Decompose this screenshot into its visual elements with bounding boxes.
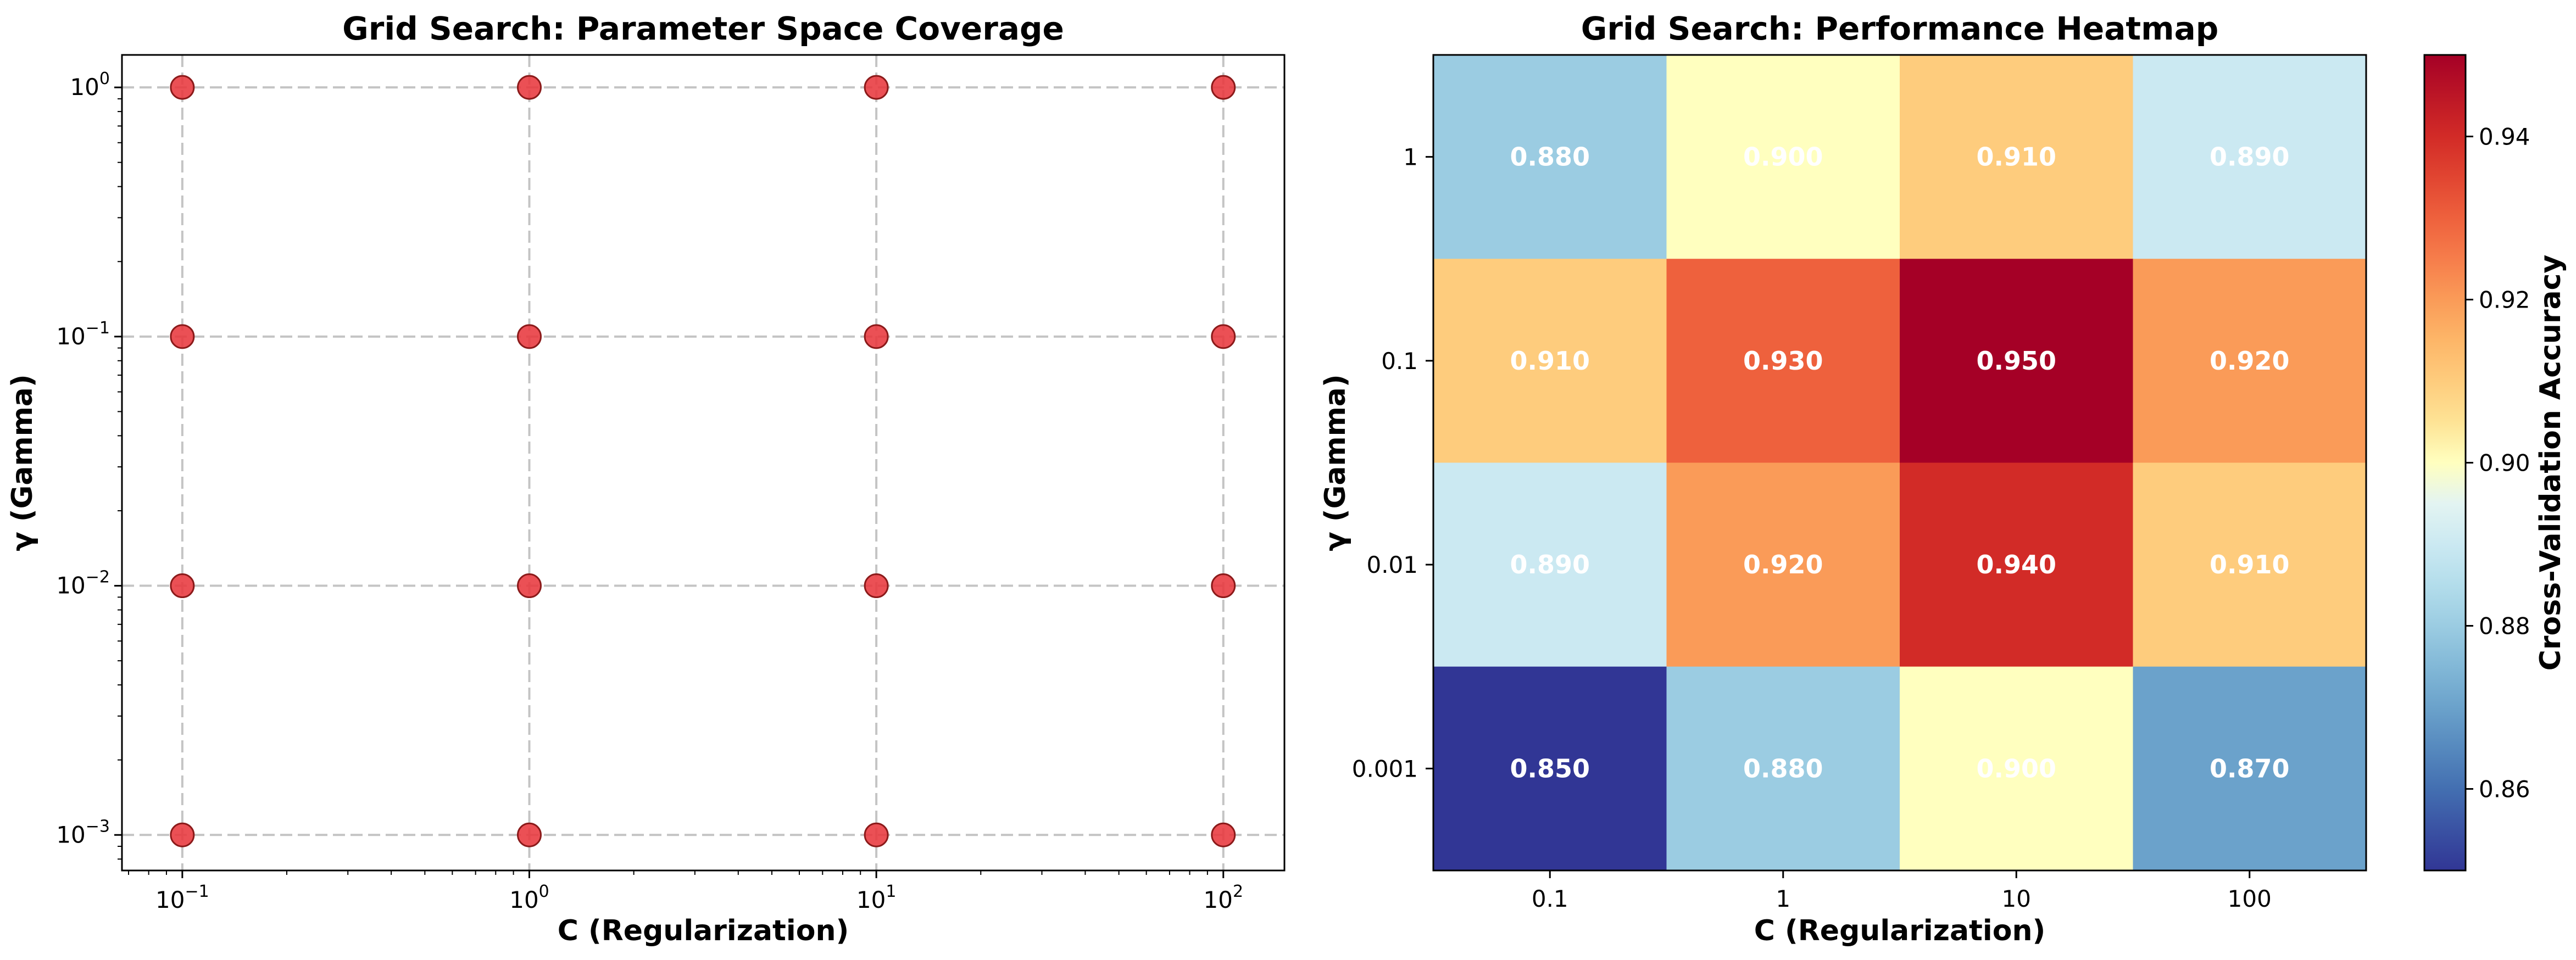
heatmap-cell	[2133, 666, 2367, 871]
colorbar-tick-label: 0.88	[2479, 613, 2530, 640]
heatmap-y-axis-label: γ (Gamma)	[1319, 374, 1352, 551]
scatter-point	[516, 324, 542, 349]
heatmap-cell-value: 0.880	[1510, 142, 1590, 172]
heatmap-ticks: 0.1 1 10 100 1 0.1 0.01 0.001	[1352, 144, 2272, 912]
heatmap-cell-value: 0.920	[2210, 346, 2290, 376]
colorbar-label: Cross-Validation Accuracy	[2534, 255, 2567, 671]
heatmap-cell	[1666, 55, 1900, 259]
heatmap-cell	[1900, 666, 2134, 871]
heatmap-cell-value: 0.930	[1743, 346, 1823, 376]
scatter-point	[864, 573, 889, 599]
scatter-point	[516, 75, 542, 100]
scatter-point	[170, 822, 195, 847]
heatmap-panel: 0.880 0.900 0.910 0.890 0.910 0.930 0.950 0.920…	[1319, 10, 2367, 947]
colorbar-tick-label: 0.90	[2479, 450, 2530, 477]
heatmap-x-tick-label: 1	[1776, 885, 1790, 912]
heatmap-x-tick-label: 0.1	[1532, 885, 1568, 912]
scatter-x-tick-label: 102	[1204, 882, 1244, 913]
heatmap-x-axis-label: C (Regularization)	[1754, 914, 2046, 947]
scatter-point	[864, 324, 889, 349]
heatmap-cell	[2133, 55, 2367, 259]
heatmap-cell	[1666, 462, 1900, 667]
heatmap-frame	[1432, 54, 2367, 872]
heatmap-cell-value: 0.870	[2210, 754, 2290, 783]
heatmap-cell-value: 0.910	[2210, 550, 2290, 579]
scatter-x-axis-label: C (Regularization)	[558, 914, 849, 947]
heatmap-cell-value: 0.850	[1510, 754, 1590, 783]
heatmap-cell	[1433, 259, 1667, 464]
heatmap-cell	[1666, 666, 1900, 871]
scatter-x-tick-label: 100	[509, 882, 549, 913]
heatmap-cell-value: 0.920	[1743, 550, 1823, 579]
scatter-point	[516, 573, 542, 599]
heatmap-cell-value: 0.890	[2210, 142, 2290, 172]
scatter-plot-frame	[121, 54, 1286, 872]
heatmap-cell-value: 0.910	[1510, 346, 1590, 376]
heatmap-x-tick-label: 100	[2228, 885, 2272, 912]
scatter-point	[1211, 573, 1236, 599]
heatmap-cell-value: 0.890	[1510, 550, 1590, 579]
scatter-points	[170, 75, 1236, 847]
scatter-point	[864, 822, 889, 847]
scatter-y-axis-label: γ (Gamma)	[6, 374, 39, 551]
colorbar-tick-label: 0.86	[2479, 776, 2530, 803]
scatter-y-tick-label: 100	[70, 69, 110, 101]
heatmap-y-tick-label: 1	[1403, 144, 1418, 171]
colorbar-gradient	[2423, 54, 2467, 872]
scatter-x-tick-label: 101	[856, 882, 897, 913]
scatter-title: Grid Search: Parameter Space Coverage	[342, 10, 1064, 47]
colorbar-tick-label: 0.94	[2479, 124, 2530, 150]
heatmap-title: Grid Search: Performance Heatmap	[1581, 10, 2218, 47]
heatmap-x-tick-label: 10	[2002, 885, 2031, 912]
heatmap-cell-value: 0.880	[1743, 754, 1823, 783]
heatmap-y-tick-label: 0.001	[1352, 755, 1418, 782]
scatter-point	[1211, 75, 1236, 100]
heatmap-cell	[1433, 666, 1667, 871]
scatter-grid	[122, 55, 1284, 870]
scatter-point	[1211, 324, 1236, 349]
heatmap-y-tick-label: 0.1	[1381, 348, 1418, 375]
colorbar-tick-label: 0.92	[2479, 287, 2530, 314]
colorbar-ticks: 0.86 0.88 0.90 0.92 0.94	[2466, 124, 2530, 803]
heatmap-cell-value: 0.900	[1976, 754, 2056, 783]
scatter-y-tick-label: 10−3	[56, 817, 110, 848]
scatter-y-tick-label: 10−1	[56, 319, 110, 350]
scatter-point	[170, 573, 195, 599]
heatmap-cell-value: 0.940	[1976, 550, 2056, 579]
scatter-point	[864, 75, 889, 100]
heatmap-cell	[2133, 462, 2367, 667]
scatter-ticks: 10−1 100 101 102 10−3 10−2 10−1 100	[56, 69, 1243, 913]
heatmap-cell-value: 0.900	[1743, 142, 1823, 172]
scatter-panel: 10−1 100 101 102 10−3 10−2 10−1 100 Grid Search…	[6, 10, 1286, 947]
heatmap-cell	[1433, 55, 1667, 259]
heatmap-y-tick-label: 0.01	[1366, 551, 1418, 578]
heatmap-cell-value: 0.950	[1976, 346, 2056, 376]
scatter-x-tick-label: 10−1	[155, 882, 209, 913]
scatter-point	[170, 324, 195, 349]
colorbar: 0.86 0.88 0.90 0.92 0.94 Cross-Validation Ac…	[2423, 54, 2567, 872]
heatmap-cell	[1900, 462, 2134, 667]
heatmap-cells: 0.880 0.900 0.910 0.890 0.910 0.930 0.950 0.920…	[1433, 55, 2367, 871]
scatter-point	[1211, 822, 1236, 847]
scatter-point	[170, 75, 195, 100]
heatmap-cell	[1900, 55, 2134, 259]
heatmap-cell	[1900, 259, 2134, 464]
scatter-point	[516, 822, 542, 847]
scatter-y-tick-label: 10−2	[56, 568, 110, 599]
heatmap-cell	[2133, 259, 2367, 464]
heatmap-cell-value: 0.910	[1976, 142, 2056, 172]
heatmap-cell	[1666, 259, 1900, 464]
heatmap-cell	[1433, 462, 1667, 667]
